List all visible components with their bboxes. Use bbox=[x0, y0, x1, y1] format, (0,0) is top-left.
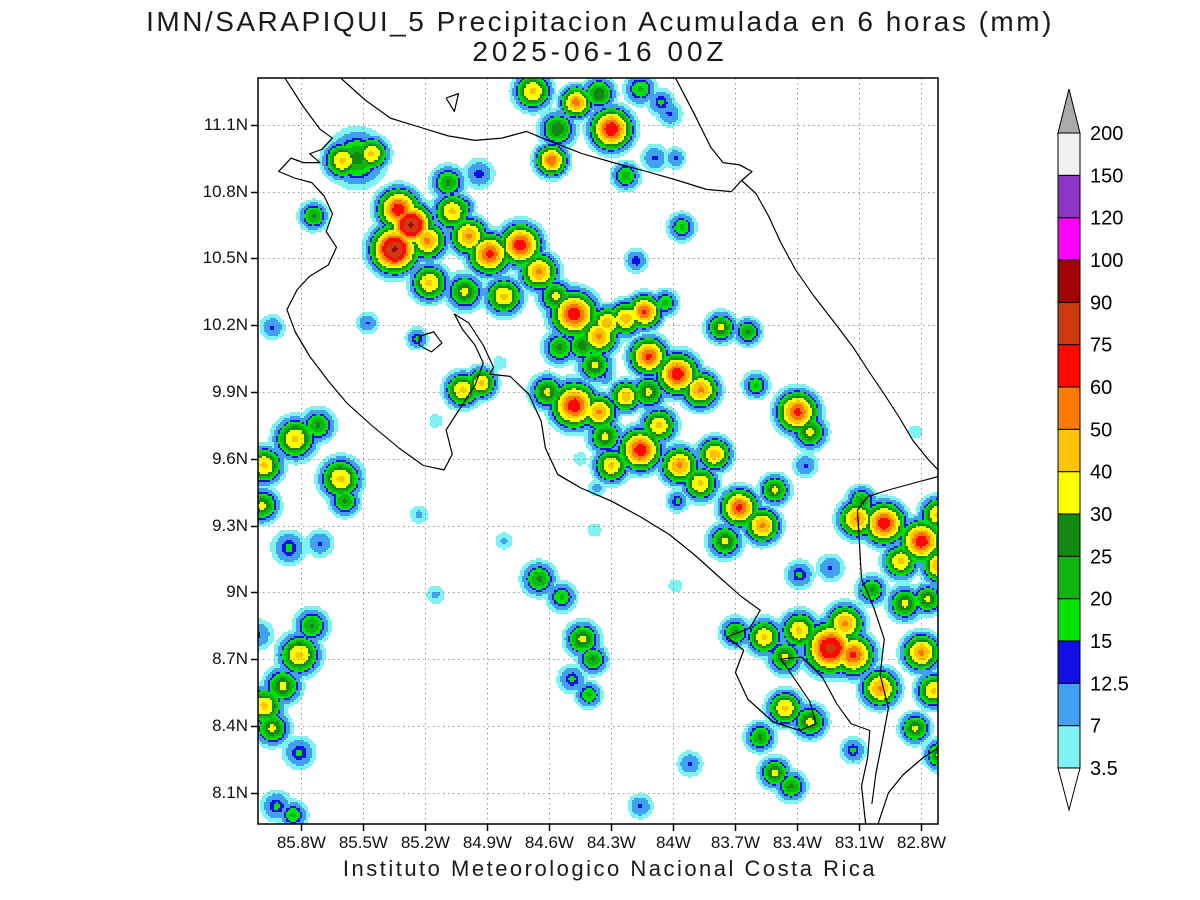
colorbar-label: 75 bbox=[1090, 335, 1112, 357]
colorbar-label: 20 bbox=[1090, 589, 1112, 611]
colorbar-segment bbox=[1057, 640, 1081, 684]
chart-subtitle: 2025-06-16 00Z bbox=[472, 36, 728, 67]
y-tick-label: 9N bbox=[226, 582, 248, 602]
y-tick-label: 10.5N bbox=[202, 248, 248, 268]
colorbar-segment bbox=[1057, 471, 1081, 515]
colorbar-label: 7 bbox=[1090, 716, 1101, 738]
colorbar-segment bbox=[1057, 513, 1081, 557]
colorbar-label: 50 bbox=[1090, 419, 1112, 441]
y-tick-label: 8.4N bbox=[212, 716, 248, 736]
y-tick-label: 9.3N bbox=[212, 515, 248, 535]
chart-title: IMN/SARAPIQUI_5 Precipitacion Acumulada … bbox=[146, 6, 1054, 37]
colorbar-segment bbox=[1057, 344, 1081, 388]
x-tick-label: 85.5W bbox=[338, 833, 388, 852]
x-tick-label: 83.7W bbox=[710, 833, 760, 852]
colorbar-label: 100 bbox=[1090, 250, 1123, 272]
colorbar-label: 90 bbox=[1090, 292, 1112, 314]
precipitation-map-canvas bbox=[248, 68, 948, 834]
colorbar-label: 25 bbox=[1090, 546, 1112, 568]
y-tick-label: 8.7N bbox=[212, 649, 248, 669]
colorbar-label: 30 bbox=[1090, 504, 1112, 526]
colorbar-segment bbox=[1057, 725, 1081, 769]
x-tick-label: 82.8W bbox=[896, 833, 947, 852]
colorbar-label: 150 bbox=[1090, 165, 1123, 187]
colorbar-over-arrow bbox=[1057, 88, 1081, 134]
colorbar-label: 15 bbox=[1090, 631, 1112, 653]
colorbar-segment bbox=[1057, 428, 1081, 473]
y-tick-label: 11.1N bbox=[203, 114, 248, 134]
colorbar-label: 12.5 bbox=[1090, 673, 1129, 695]
footer-caption: Instituto Meteorologico Nacional Costa R… bbox=[342, 856, 878, 881]
colorbar-label: 40 bbox=[1090, 462, 1112, 484]
x-tick-label: 84.9W bbox=[462, 833, 512, 852]
colorbar: 3.5 7 12.5 15 20 25 30 40 50 60 75 90 100 120 150 200 bbox=[1056, 86, 1200, 816]
colorbar-segment bbox=[1057, 682, 1081, 727]
colorbar-label: 60 bbox=[1090, 377, 1112, 399]
colorbar-segment bbox=[1057, 386, 1081, 430]
y-tick-label: 10.2N bbox=[202, 315, 248, 335]
x-tick-label: 83.4W bbox=[772, 833, 822, 852]
x-tick-label: 84.3W bbox=[586, 833, 636, 852]
colorbar-segment bbox=[1057, 555, 1081, 600]
y-tick-label: 8.1N bbox=[212, 782, 248, 802]
colorbar-under-arrow bbox=[1057, 767, 1081, 812]
y-tick-label: 9.9N bbox=[212, 381, 248, 401]
x-tick-label: 84.6W bbox=[524, 833, 574, 852]
colorbar-label: 200 bbox=[1090, 123, 1123, 145]
colorbar-segment bbox=[1057, 217, 1081, 261]
x-tick-label: 83.1W bbox=[834, 833, 885, 852]
y-tick-label: 10.8N bbox=[202, 181, 248, 201]
colorbar-segment bbox=[1057, 174, 1081, 219]
y-tick-label: 9.6N bbox=[212, 448, 248, 468]
colorbar-segment bbox=[1057, 598, 1081, 642]
colorbar-label: 120 bbox=[1090, 208, 1123, 230]
x-tick-label: 85.8W bbox=[276, 833, 326, 852]
colorbar-label: 3.5 bbox=[1090, 758, 1118, 780]
colorbar-svg: 3.5 7 12.5 15 20 25 30 40 50 60 75 90 100 120 150 200 bbox=[1057, 88, 1129, 812]
x-tick-label: 85.2W bbox=[400, 833, 450, 852]
x-tick-label: 84W bbox=[655, 833, 691, 852]
colorbar-segment bbox=[1057, 259, 1081, 303]
colorbar-segment bbox=[1057, 301, 1081, 346]
colorbar-segment bbox=[1057, 132, 1081, 176]
